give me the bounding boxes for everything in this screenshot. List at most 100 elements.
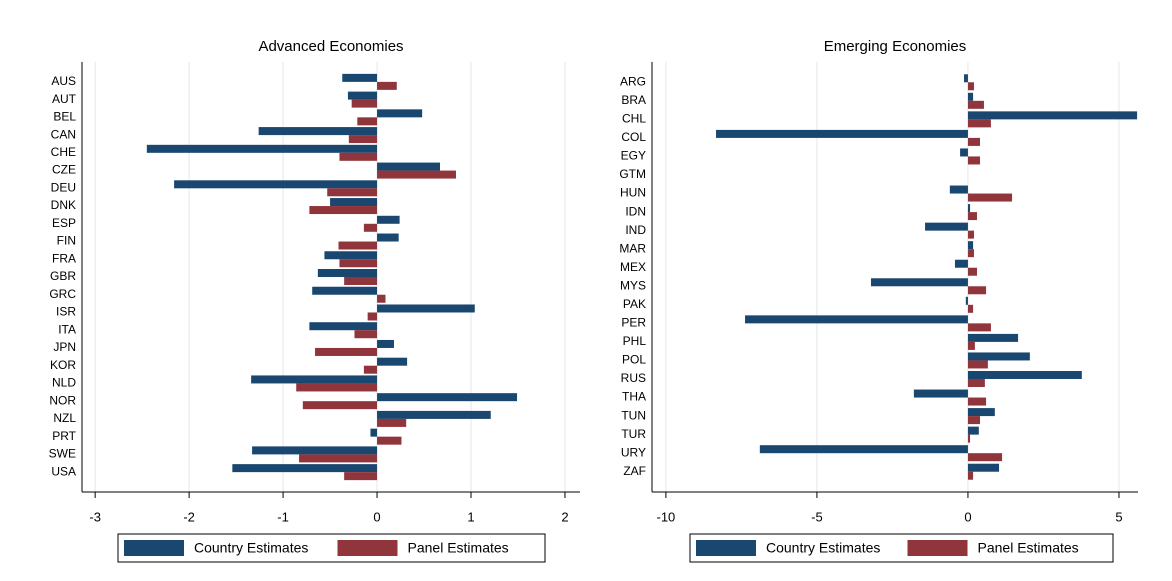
x-tick-label: -5 [811, 509, 823, 524]
bar [370, 428, 378, 437]
bar [296, 383, 378, 392]
bar [251, 375, 378, 384]
bar [377, 294, 386, 303]
bar [146, 144, 378, 153]
bar [377, 418, 407, 427]
y-tick-label: POL [622, 353, 646, 367]
bar [967, 286, 987, 295]
legend-label: Country Estimates [194, 540, 308, 556]
legend-swatch [907, 540, 968, 556]
bar [363, 365, 378, 374]
chart-title: Emerging Economies [824, 38, 967, 55]
bar [967, 119, 991, 128]
bar [299, 454, 378, 463]
bar [967, 304, 974, 313]
bar [967, 323, 991, 332]
y-tick-label: NZL [53, 411, 76, 425]
y-tick-label: SWE [49, 447, 76, 461]
y-tick-label: JPN [53, 340, 76, 354]
chart-title: Advanced Economies [258, 38, 403, 55]
y-tick-label: CZE [52, 163, 76, 177]
y-tick-label: TUN [621, 408, 646, 422]
bar [967, 426, 979, 435]
bar [967, 230, 974, 239]
y-tick-label: ESP [52, 216, 76, 230]
bar [377, 81, 397, 90]
legend-label: Panel Estimates [408, 540, 509, 556]
bar [377, 339, 394, 348]
bar [967, 333, 1019, 342]
bar [967, 371, 1082, 379]
bar [716, 129, 968, 138]
bar [759, 445, 968, 454]
bar [377, 109, 423, 118]
bar [870, 278, 968, 287]
legend-swatch [337, 540, 398, 556]
bar [967, 204, 971, 213]
bar [232, 464, 378, 473]
bar [967, 352, 1030, 361]
bar [258, 127, 378, 136]
bar [949, 185, 968, 194]
y-tick-label: MAR [619, 241, 646, 255]
bar [967, 212, 978, 221]
y-tick-label: AUS [51, 74, 76, 88]
bar [745, 315, 968, 324]
bar [967, 397, 987, 406]
legend-label: Country Estimates [766, 540, 880, 556]
bar [377, 357, 408, 366]
bar [377, 410, 491, 419]
bar [309, 322, 378, 331]
bar [967, 100, 984, 109]
x-tick-label: 0 [373, 509, 380, 524]
bar [967, 453, 1003, 462]
x-tick-label: 2 [561, 509, 568, 524]
bar [967, 92, 974, 101]
bar [252, 446, 378, 455]
bar [174, 180, 378, 189]
bar [967, 137, 981, 146]
bar [377, 170, 456, 179]
bar [347, 91, 378, 100]
bar [324, 251, 378, 260]
y-tick-label: ARG [620, 74, 646, 88]
bar [357, 117, 378, 126]
bar [309, 206, 378, 215]
bar [954, 259, 968, 268]
bar [925, 222, 968, 231]
bar [967, 111, 1138, 120]
bar [317, 269, 378, 277]
y-tick-label: KOR [50, 358, 76, 372]
bar [967, 82, 974, 91]
x-tick-label: 0 [964, 509, 971, 524]
y-tick-label: ITA [58, 322, 76, 336]
bar [338, 241, 378, 250]
y-tick-label: PRT [52, 429, 76, 443]
bar [377, 233, 399, 242]
bar [342, 73, 378, 82]
x-tick-label: 5 [1115, 509, 1122, 524]
y-tick-label: DNK [51, 198, 76, 212]
y-tick-label: USA [51, 464, 76, 478]
y-tick-label: BRA [621, 93, 646, 107]
y-tick-label: PAK [623, 297, 646, 311]
bar [967, 360, 988, 369]
y-tick-label: IDN [625, 204, 646, 218]
bar [967, 249, 974, 258]
y-tick-label: RUS [621, 371, 646, 385]
x-tick-label: -10 [656, 509, 675, 524]
y-tick-label: THA [622, 390, 646, 404]
y-tick-label: FRA [52, 251, 76, 265]
legend-swatch [124, 540, 184, 556]
y-tick-label: FIN [57, 234, 76, 248]
y-tick-label: AUT [52, 92, 77, 106]
bar [377, 215, 400, 224]
bar [967, 416, 981, 425]
legend-swatch [696, 540, 756, 556]
bar [315, 347, 378, 356]
bar [327, 188, 378, 197]
y-tick-label: URY [621, 445, 646, 459]
bar [312, 286, 378, 295]
bar [967, 193, 1013, 202]
